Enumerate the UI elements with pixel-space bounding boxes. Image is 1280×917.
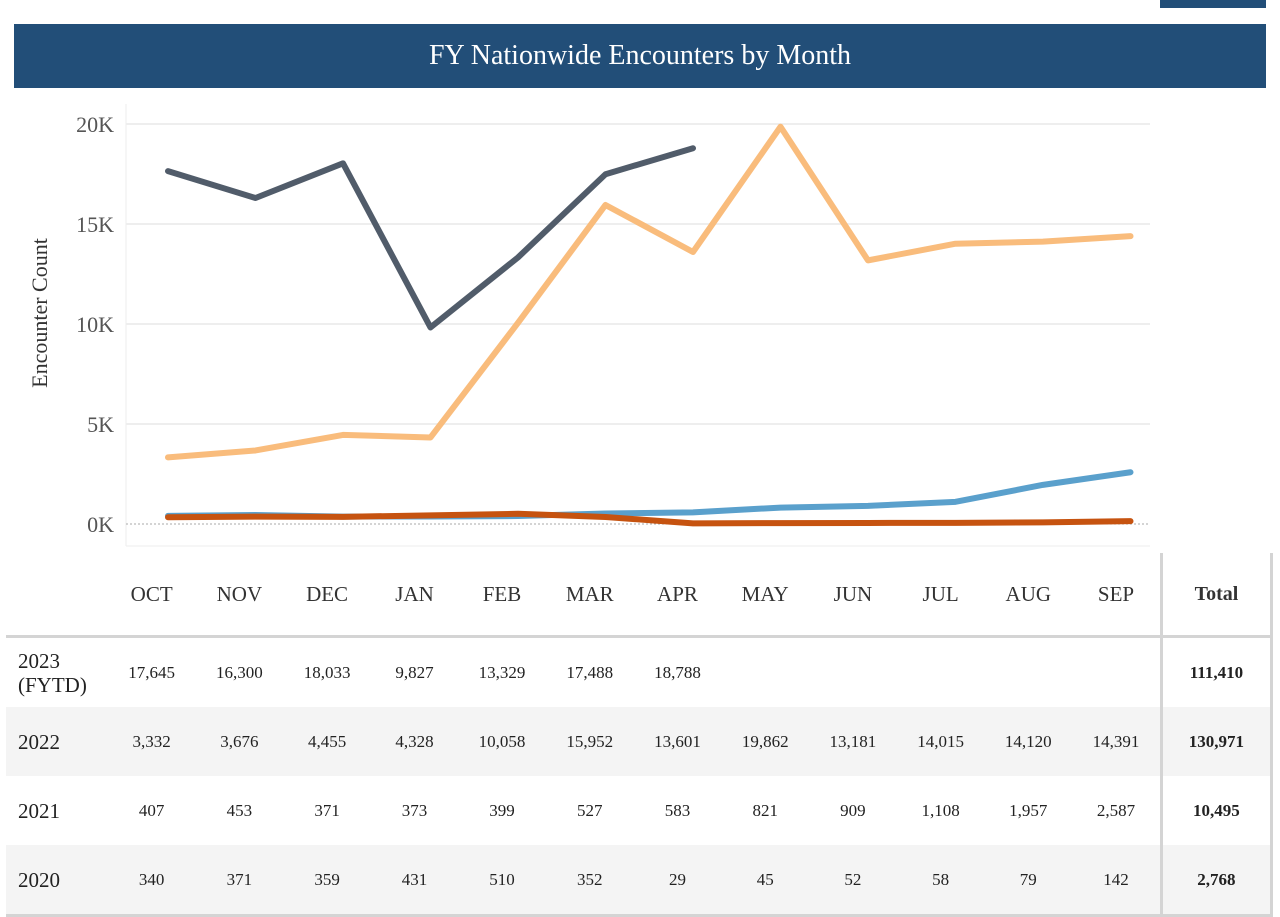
series-line-2023 [165, 145, 696, 331]
table-cell: 142 [1072, 845, 1162, 917]
table-cell: 4,455 [283, 707, 371, 776]
column-header-mar: MAR [545, 553, 634, 638]
row-year-label: 2023 (FYTD) [18, 648, 87, 697]
table-cell: 29 [633, 845, 722, 917]
table-cell: 18,788 [654, 662, 701, 682]
table-cell: 13,329 [478, 662, 526, 682]
series-line-2021 [165, 469, 1134, 520]
column-header-may: MAY [721, 553, 810, 638]
table-cell: 18,033 [303, 662, 351, 682]
chart-title: FY Nationwide Encounters by Month [428, 40, 852, 71]
column-header-dec: DEC [283, 553, 371, 638]
table-cell: 373 [401, 800, 428, 820]
table-cell: 52 [809, 845, 897, 917]
column-header-apr: APR [633, 553, 722, 638]
table-cell: 14,391 [1072, 707, 1162, 776]
column-header-aug: AUG [984, 553, 1073, 638]
table-cell: 399 [489, 800, 515, 820]
column-header-sep: SEP [1072, 553, 1162, 638]
table-row: 2020 340 371 359 431 510 352 29 45 52 58 79 142 2,768 [6, 845, 1274, 917]
row-total: 130,971 [1159, 707, 1274, 776]
column-header-nov: NOV [195, 553, 284, 638]
y-tick-label: 20K [76, 112, 114, 137]
table-cell: 58 [896, 845, 985, 917]
table-cell: 407 [138, 800, 165, 820]
table-cell: 9,827 [395, 662, 434, 682]
table-cell: 431 [370, 845, 459, 917]
top-tab-button[interactable] [1160, 0, 1266, 8]
column-header-feb: FEB [458, 553, 546, 638]
table-cell: 17,645 [128, 662, 176, 682]
table-cell: 15,952 [545, 707, 634, 776]
table-cell: 13,601 [633, 707, 722, 776]
table-cell: 340 [107, 845, 196, 917]
row-total: 10,495 [1159, 776, 1274, 845]
table-header-row: OCT NOV DEC JAN FEB MAR APR MAY JUN JUL AUG SEP Tota… [6, 553, 1274, 638]
table-cell: 359 [283, 845, 371, 917]
table-row: 2022 3,332 3,676 4,455 4,328 10,058 15,952 13,6… [6, 707, 1274, 776]
row-total: 2,768 [1159, 845, 1274, 917]
table-cell: 4,328 [370, 707, 459, 776]
row-year-label: 2020 [6, 845, 108, 917]
table-cell: 17,488 [566, 662, 614, 682]
chart-svg: 0K 5K 10K 15K 20K [76, 104, 1150, 547]
table-cell: 19,862 [721, 707, 810, 776]
chart-title-banner: FY Nationwide Encounters by Month [14, 24, 1266, 88]
table-cell [984, 637, 1072, 708]
row-year-label: 2022 [6, 707, 108, 776]
table-cell: 14,015 [896, 707, 985, 776]
y-tick-label: 15K [76, 212, 114, 237]
table-cell: 79 [984, 845, 1073, 917]
column-header-jan: JAN [370, 553, 459, 638]
table-cell: 453 [226, 800, 253, 820]
y-tick-label: 10K [76, 312, 114, 337]
table-cell: 2,587 [1096, 800, 1136, 820]
table-row: 2021 407 453 371 373 399 527 583 821 909 1,108 1,95… [6, 776, 1274, 845]
table-cell [721, 637, 809, 708]
table-cell: 371 [195, 845, 284, 917]
table-cell: 1,957 [1009, 800, 1048, 820]
table-cell [809, 637, 897, 708]
table-cell [897, 637, 985, 708]
table-cell: 352 [545, 845, 634, 917]
row-total: 111,410 [1159, 636, 1274, 707]
encounters-table: OCT NOV DEC JAN FEB MAR APR MAY JUN JUL AUG SEP Tota… [6, 553, 1274, 917]
corner-cell [6, 553, 108, 638]
table-cell: 45 [721, 845, 810, 917]
table-cell: 583 [664, 800, 691, 820]
table-cell: 510 [458, 845, 546, 917]
column-header-total: Total [1159, 553, 1274, 638]
table-cell: 14,120 [984, 707, 1073, 776]
table-row: 2023 (FYTD) 17,645 16,300 18,033 9,827 13,329… [6, 636, 1274, 708]
table-cell: 1,108 [921, 800, 960, 820]
y-tick-label: 0K [87, 512, 114, 537]
series-line-2022 [165, 123, 1134, 461]
table-cell: 821 [752, 800, 778, 820]
table-cell: 909 [840, 800, 866, 820]
table-cell [1072, 637, 1161, 708]
table-cell: 10,058 [458, 707, 546, 776]
table-cell: 16,300 [215, 662, 263, 682]
y-tick-label: 5K [87, 412, 114, 437]
table-cell: 527 [576, 800, 603, 820]
column-header-jun: JUN [809, 553, 897, 638]
line-chart: Encounter Count 0K 5K 10K 15K 20K [0, 100, 1160, 550]
table-cell: 3,676 [195, 707, 284, 776]
series-line-2020 [165, 510, 1134, 527]
table-cell: 371 [314, 800, 340, 820]
table-cell: 3,332 [107, 707, 196, 776]
column-header-oct: OCT [107, 553, 196, 638]
row-year-label: 2021 [18, 798, 60, 823]
column-header-jul: JUL [896, 553, 985, 638]
table-cell: 13,181 [809, 707, 897, 776]
